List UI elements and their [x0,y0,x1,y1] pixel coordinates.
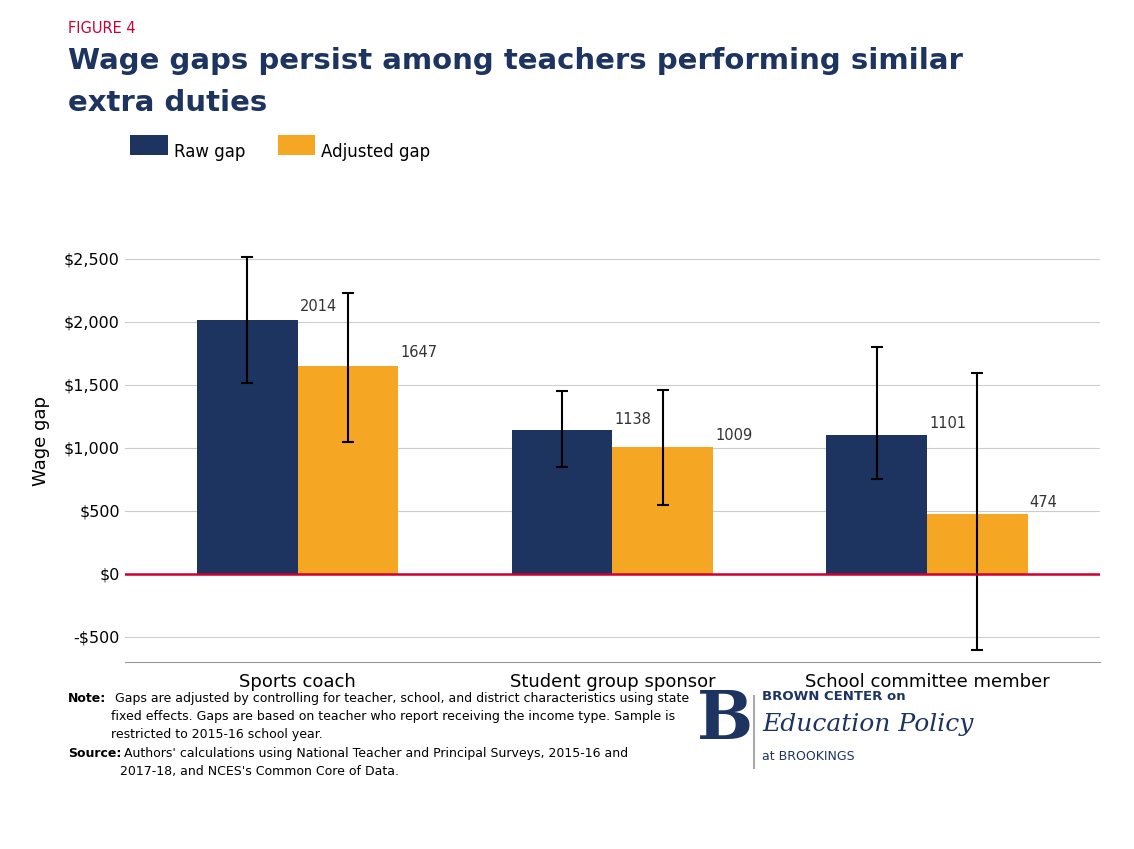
Text: 1647: 1647 [400,345,438,360]
Bar [612,447,713,574]
Bar [197,320,298,574]
Text: Education Policy: Education Policy [762,713,973,736]
Text: Raw gap: Raw gap [174,143,245,161]
Text: BROWN CENTER on: BROWN CENTER on [762,690,906,703]
Bar [827,435,926,574]
Text: Adjusted gap: Adjusted gap [321,143,430,161]
Text: 1009: 1009 [716,428,752,443]
Text: extra duties: extra duties [68,89,268,117]
Text: 474: 474 [1030,495,1058,510]
Text: FIGURE 4: FIGURE 4 [68,21,136,37]
Y-axis label: Wage gap: Wage gap [32,396,50,486]
Text: Source:: Source: [68,747,121,760]
Text: Authors' calculations using National Teacher and Principal Surveys, 2015-16 and
: Authors' calculations using National Tea… [120,747,628,779]
Text: at BROOKINGS: at BROOKINGS [762,750,855,762]
Text: 2014: 2014 [299,299,337,313]
Text: Gaps are adjusted by controlling for teacher, school, and district characteristi: Gaps are adjusted by controlling for tea… [111,692,689,741]
Text: 1101: 1101 [929,416,966,431]
Bar [298,366,398,574]
Text: Note:: Note: [68,692,107,705]
Bar [511,430,612,574]
Bar [926,514,1027,574]
Text: 1138: 1138 [615,412,651,426]
Text: B: B [697,688,753,753]
Text: Wage gaps persist among teachers performing similar: Wage gaps persist among teachers perform… [68,47,963,75]
